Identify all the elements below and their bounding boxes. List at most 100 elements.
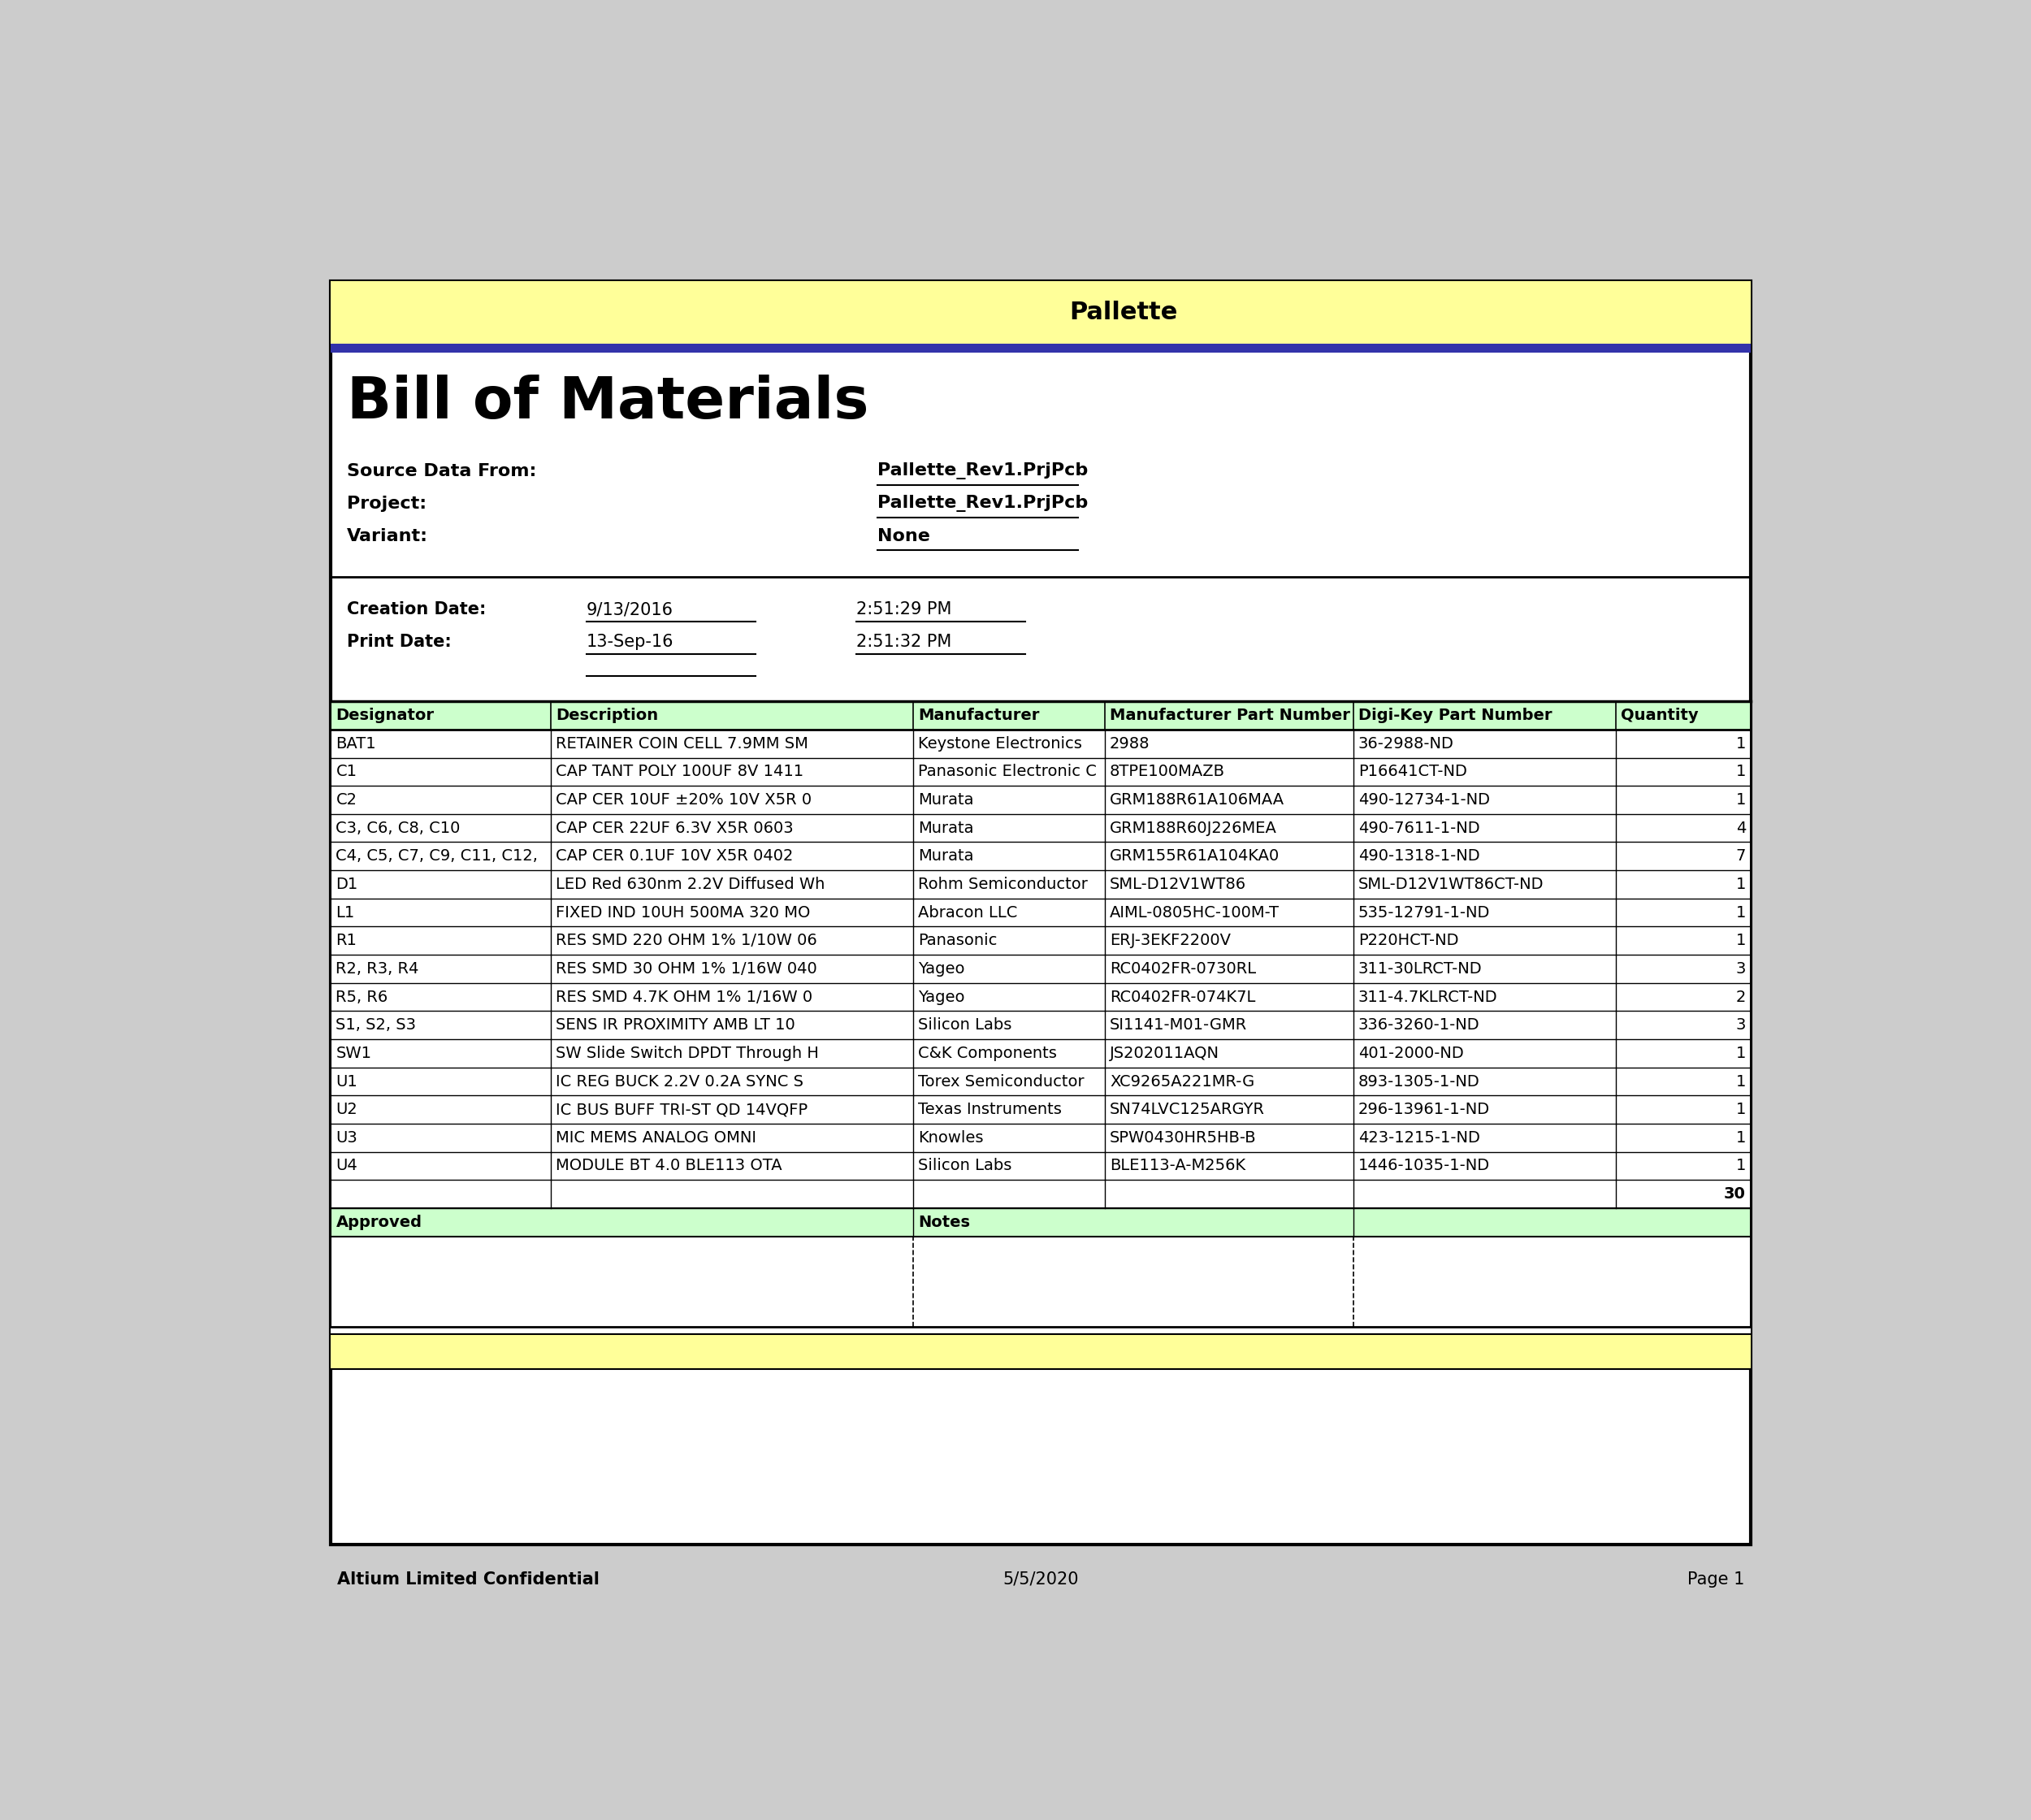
Text: AIML-0805HC-100M-T: AIML-0805HC-100M-T (1109, 905, 1280, 921)
Bar (331, 1096, 1751, 1123)
Text: 5/5/2020: 5/5/2020 (1003, 1571, 1078, 1587)
Bar (331, 1039, 1751, 1067)
Text: Designator: Designator (335, 708, 435, 723)
Text: Digi-Key Part Number: Digi-Key Part Number (1359, 708, 1552, 723)
Text: Panasonic: Panasonic (918, 934, 997, 948)
Bar (331, 1208, 1751, 1236)
Text: XC9265A221MR-G: XC9265A221MR-G (1109, 1074, 1255, 1088)
Text: Page 1: Page 1 (1688, 1571, 1745, 1587)
Bar (331, 926, 1751, 956)
Text: 1: 1 (1737, 764, 1747, 779)
Bar (331, 1152, 1751, 1179)
Text: Manufacturer: Manufacturer (918, 708, 1040, 723)
Text: FIXED IND 10UH 500MA 320 MO: FIXED IND 10UH 500MA 320 MO (556, 905, 810, 921)
Text: R2, R3, R4: R2, R3, R4 (335, 961, 418, 977)
Bar (331, 983, 1751, 1012)
Text: 1446-1035-1-ND: 1446-1035-1-ND (1359, 1158, 1491, 1174)
Text: 8TPE100MAZB: 8TPE100MAZB (1109, 764, 1225, 779)
Text: ERJ-3EKF2200V: ERJ-3EKF2200V (1109, 934, 1231, 948)
Text: Silicon Labs: Silicon Labs (918, 1017, 1011, 1034)
Text: Altium Limited Confidential: Altium Limited Confidential (337, 1571, 599, 1587)
Bar (331, 701, 1751, 730)
Text: 3: 3 (1737, 1017, 1747, 1034)
Text: C4, C5, C7, C9, C11, C12,: C4, C5, C7, C9, C11, C12, (335, 848, 538, 864)
Text: 13-Sep-16: 13-Sep-16 (587, 633, 674, 650)
Text: IC REG BUCK 2.2V 0.2A SYNC S: IC REG BUCK 2.2V 0.2A SYNC S (556, 1074, 804, 1088)
Text: 1: 1 (1737, 877, 1747, 892)
Bar (331, 1067, 1751, 1096)
Text: C&K Components: C&K Components (918, 1045, 1056, 1061)
Text: GRM188R60J226MEA: GRM188R60J226MEA (1109, 821, 1277, 835)
Text: MIC MEMS ANALOG OMNI: MIC MEMS ANALOG OMNI (556, 1130, 758, 1145)
Text: 423-1215-1-ND: 423-1215-1-ND (1359, 1130, 1481, 1145)
Text: Creation Date:: Creation Date: (347, 601, 485, 617)
Text: 1: 1 (1737, 1158, 1747, 1174)
Text: Variant:: Variant: (347, 528, 429, 544)
Bar (331, 870, 1751, 899)
Text: SN74LVC125ARGYR: SN74LVC125ARGYR (1109, 1101, 1265, 1117)
Text: 401-2000-ND: 401-2000-ND (1359, 1045, 1464, 1061)
Text: 36-2988-ND: 36-2988-ND (1359, 735, 1454, 752)
Text: Quantity: Quantity (1621, 708, 1698, 723)
Text: CAP CER 22UF 6.3V X5R 0603: CAP CER 22UF 6.3V X5R 0603 (556, 821, 794, 835)
Text: Panasonic Electronic C: Panasonic Electronic C (918, 764, 1097, 779)
Text: RETAINER COIN CELL 7.9MM SM: RETAINER COIN CELL 7.9MM SM (556, 735, 808, 752)
Text: D1: D1 (335, 877, 357, 892)
Text: BAT1: BAT1 (335, 735, 376, 752)
Text: 535-12791-1-ND: 535-12791-1-ND (1359, 905, 1491, 921)
Text: 296-13961-1-ND: 296-13961-1-ND (1359, 1101, 1491, 1117)
Bar (331, 956, 1751, 983)
Bar (331, 1236, 1751, 1327)
Text: MODULE BT 4.0 BLE113 OTA: MODULE BT 4.0 BLE113 OTA (556, 1158, 782, 1174)
Text: S1, S2, S3: S1, S2, S3 (335, 1017, 416, 1034)
Text: JS202011AQN: JS202011AQN (1109, 1045, 1219, 1061)
Text: 2: 2 (1737, 990, 1747, 1005)
Text: U3: U3 (335, 1130, 357, 1145)
Text: U2: U2 (335, 1101, 357, 1117)
Text: Murata: Murata (918, 821, 973, 835)
Text: RC0402FR-0730RL: RC0402FR-0730RL (1109, 961, 1255, 977)
Text: Abracon LLC: Abracon LLC (918, 905, 1018, 921)
Text: C1: C1 (335, 764, 357, 779)
Text: SI1141-M01-GMR: SI1141-M01-GMR (1109, 1017, 1247, 1034)
Text: Source Data From:: Source Data From: (347, 462, 536, 479)
Text: Texas Instruments: Texas Instruments (918, 1101, 1062, 1117)
Text: SML-D12V1WT86: SML-D12V1WT86 (1109, 877, 1247, 892)
Text: SENS IR PROXIMITY AMB LT 10: SENS IR PROXIMITY AMB LT 10 (556, 1017, 796, 1034)
Text: LED Red 630nm 2.2V Diffused Wh: LED Red 630nm 2.2V Diffused Wh (556, 877, 825, 892)
Text: 490-1318-1-ND: 490-1318-1-ND (1359, 848, 1481, 864)
Bar (331, 843, 1751, 870)
Bar (331, 1179, 1751, 1208)
Text: CAP TANT POLY 100UF 8V 1411: CAP TANT POLY 100UF 8V 1411 (556, 764, 804, 779)
Text: Project:: Project: (347, 495, 427, 511)
Text: Yageo: Yageo (918, 990, 965, 1005)
Bar (331, 757, 1751, 786)
Text: 893-1305-1-ND: 893-1305-1-ND (1359, 1074, 1481, 1088)
Text: 336-3260-1-ND: 336-3260-1-ND (1359, 1017, 1481, 1034)
Text: Pallette: Pallette (1068, 300, 1178, 324)
Text: 4: 4 (1737, 821, 1747, 835)
Text: 490-12734-1-ND: 490-12734-1-ND (1359, 792, 1491, 808)
Text: C3, C6, C8, C10: C3, C6, C8, C10 (335, 821, 461, 835)
Bar (331, 1012, 1751, 1039)
Text: Print Date:: Print Date: (347, 633, 451, 650)
Text: 2:51:29 PM: 2:51:29 PM (857, 601, 953, 617)
Text: 1: 1 (1737, 1045, 1747, 1061)
Text: U1: U1 (335, 1074, 357, 1088)
Text: 9/13/2016: 9/13/2016 (587, 601, 674, 617)
Text: SML-D12V1WT86CT-ND: SML-D12V1WT86CT-ND (1359, 877, 1544, 892)
Text: None: None (877, 528, 930, 544)
Bar (331, 1123, 1751, 1152)
Text: Murata: Murata (918, 792, 973, 808)
Text: RES SMD 4.7K OHM 1% 1/16W 0: RES SMD 4.7K OHM 1% 1/16W 0 (556, 990, 812, 1005)
Text: 311-4.7KLRCT-ND: 311-4.7KLRCT-ND (1359, 990, 1497, 1005)
Text: 30: 30 (1724, 1187, 1747, 1201)
Text: Keystone Electronics: Keystone Electronics (918, 735, 1083, 752)
Text: CAP CER 0.1UF 10V X5R 0402: CAP CER 0.1UF 10V X5R 0402 (556, 848, 794, 864)
Text: SW Slide Switch DPDT Through H: SW Slide Switch DPDT Through H (556, 1045, 818, 1061)
Text: GRM188R61A106MAA: GRM188R61A106MAA (1109, 792, 1284, 808)
Text: Pallette_Rev1.PrjPcb: Pallette_Rev1.PrjPcb (877, 462, 1089, 480)
Text: C2: C2 (335, 792, 357, 808)
Text: SPW0430HR5HB-B: SPW0430HR5HB-B (1109, 1130, 1257, 1145)
Text: U4: U4 (335, 1158, 357, 1174)
